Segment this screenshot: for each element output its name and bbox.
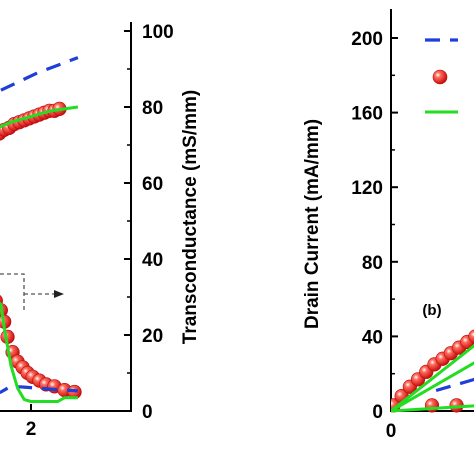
drain-current-panel: Drain Current (mA/mm) 0 40 80 120 160 200 0 (… <box>302 9 474 442</box>
series-group-a <box>0 56 82 403</box>
a-ytick-label-1: 20 <box>142 326 163 347</box>
b-ytick-label-5: 200 <box>351 29 383 50</box>
b-line-2 <box>391 343 474 413</box>
annotation-box <box>0 273 64 312</box>
b-ytick-label-2: 80 <box>362 253 383 274</box>
legend <box>425 38 458 114</box>
b-ytick-label-0: 0 <box>372 402 383 423</box>
b-ytick-label-1: 40 <box>362 327 383 348</box>
b-xtick-label-0: 0 <box>386 421 397 442</box>
b-ytick-label-3: 120 <box>351 178 383 199</box>
series-group-b <box>391 329 474 413</box>
y-axis-title-right: Transconductance (mS/mm) <box>180 90 201 344</box>
plot-area-a <box>0 56 82 403</box>
y-axis-title-left: Drain Current (mA/mm) <box>302 119 323 329</box>
a-ytick-label-2: 40 <box>142 250 163 271</box>
x-axis-ticks-a: 2 <box>26 404 37 440</box>
x-axis-ticks-b: 0 <box>386 421 397 442</box>
b-line-4 <box>391 404 474 413</box>
b-line-5 <box>435 377 474 393</box>
panel-label-b: (b) <box>422 302 441 319</box>
b-line-3 <box>391 361 474 413</box>
right-axis: 0 20 40 60 80 100 2 <box>0 22 174 440</box>
a-line-3 <box>0 105 79 129</box>
b-marker-0-10 <box>468 329 474 344</box>
a-line-2 <box>0 56 79 93</box>
a-ytick-label-4: 80 <box>142 98 163 119</box>
legend-marker-1 <box>432 69 448 85</box>
a-line-4 <box>0 384 78 395</box>
b-ytick-label-4: 160 <box>351 104 383 125</box>
plot-area-b <box>391 38 474 413</box>
a-ytick-label-3: 60 <box>142 174 163 195</box>
right-axis-ticks: 0 20 40 60 80 100 <box>124 22 174 423</box>
transconductance-panel: 0 20 40 60 80 100 2 Transconductance (mS/mm) <box>0 22 201 440</box>
a-ytick-label-5: 100 <box>142 22 174 43</box>
a-line-5 <box>0 301 78 403</box>
left-axis: 0 40 80 120 160 200 0 <box>351 9 474 442</box>
a-ytick-label-0: 0 <box>142 402 153 423</box>
a-xtick-label-0: 2 <box>26 419 37 440</box>
left-axis-ticks: 0 40 80 120 160 200 <box>351 29 398 423</box>
